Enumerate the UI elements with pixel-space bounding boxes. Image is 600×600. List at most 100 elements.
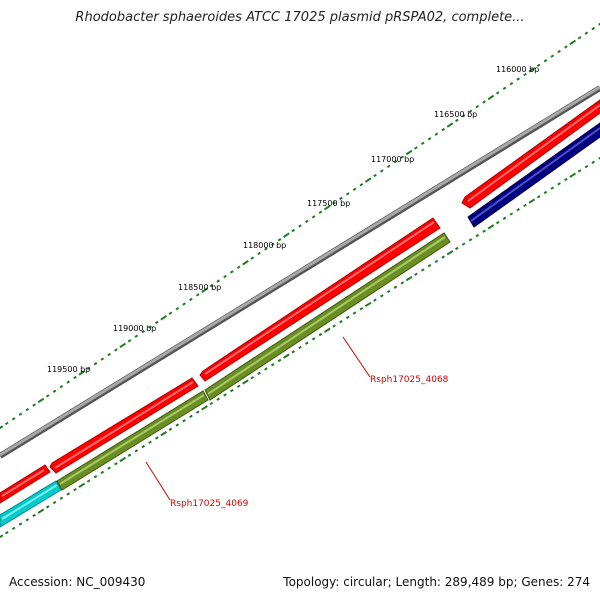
tick-mark — [160, 315, 167, 321]
tick-mark — [277, 358, 282, 363]
tick-mark — [461, 114, 466, 118]
tick-mark — [414, 272, 418, 276]
tick-mark — [107, 466, 111, 470]
reverse-cds-track — [0, 122, 600, 528]
tick-mark — [434, 132, 439, 136]
tick-mark — [93, 362, 98, 366]
tick-mark — [59, 496, 64, 500]
tick-mark — [107, 352, 111, 357]
gene-label-4068[interactable]: Rsph17025_4068 — [370, 375, 449, 385]
tick-mark — [557, 49, 561, 54]
inner-tick-ring — [0, 156, 600, 539]
tick-mark — [386, 289, 391, 294]
tick-mark — [127, 339, 132, 343]
tick-mark — [242, 379, 249, 385]
tick-mark — [468, 109, 473, 113]
tick-mark — [298, 224, 302, 228]
tick-mark — [405, 275, 413, 282]
tick-mark — [598, 22, 600, 26]
tick-mark — [32, 513, 36, 518]
tick-mark — [509, 82, 514, 86]
tick-mark — [569, 172, 577, 178]
tick-mark — [270, 363, 275, 367]
tick-mark — [209, 284, 214, 288]
tick-mark — [37, 508, 45, 514]
tick-mark — [446, 250, 454, 256]
tick-mark — [11, 417, 16, 421]
tick-mark — [134, 334, 139, 338]
tick-label-117000: 117000 bp — [371, 155, 414, 164]
tick-mark — [32, 403, 36, 407]
tick-label-119500: 119500 bp — [47, 365, 90, 374]
tick-mark — [591, 160, 595, 164]
tick-mark — [311, 215, 316, 219]
tick-mark — [577, 169, 582, 173]
tick-mark — [305, 341, 309, 345]
tick-mark — [264, 367, 268, 371]
tick-mark — [386, 164, 391, 168]
tick-mark — [134, 449, 139, 453]
gene-label-4069[interactable]: Rsph17025_4069 — [170, 499, 249, 509]
tick-label-119000: 119000 bp — [113, 324, 156, 333]
label-leader-4068 — [342, 336, 371, 378]
tick-mark — [127, 453, 132, 457]
tick-mark — [291, 350, 295, 354]
tick-mark — [323, 327, 331, 333]
tick-mark — [359, 183, 364, 187]
tick-mark — [223, 393, 227, 397]
tick-mark — [509, 212, 514, 216]
tick-mark — [516, 77, 520, 81]
tick-mark — [264, 247, 268, 251]
tick-mark — [277, 238, 282, 242]
tick-mark — [25, 407, 30, 412]
tick-mark — [160, 431, 167, 437]
tick-label-118500: 118500 bp — [178, 283, 221, 292]
tick-mark — [305, 219, 309, 224]
tick-mark — [364, 301, 372, 308]
tick-mark — [502, 216, 507, 220]
tick-mark — [427, 264, 432, 268]
tick-mark — [283, 353, 290, 359]
tick-mark — [584, 31, 589, 35]
tick-mark — [373, 173, 377, 178]
tick-mark — [86, 366, 91, 370]
tick-mark — [66, 492, 70, 496]
tick-mark — [569, 39, 577, 46]
tick-mark — [18, 522, 23, 526]
tick-mark — [201, 405, 208, 411]
tick-mark — [195, 293, 200, 297]
tick-mark — [148, 325, 152, 329]
tick-mark — [230, 270, 234, 274]
tick-mark — [420, 268, 425, 272]
tick-mark — [242, 260, 249, 266]
tick-mark — [223, 274, 227, 279]
tick-mark — [591, 26, 595, 31]
tick-mark — [141, 329, 145, 334]
tick-mark — [550, 186, 555, 190]
tick-mark — [380, 169, 384, 173]
genome-summary-text: Topology: circular; Length: 289,489 bp; … — [283, 575, 590, 589]
tick-mark — [93, 475, 98, 479]
tick-mark — [270, 242, 275, 247]
tick-mark — [364, 177, 372, 183]
tick-mark — [543, 190, 548, 195]
tick-mark — [380, 294, 384, 298]
tick-mark — [393, 160, 398, 164]
tick-mark — [168, 311, 173, 315]
tick-mark — [175, 306, 180, 311]
tick-mark — [487, 224, 495, 230]
tick-mark — [216, 397, 220, 401]
tick-mark — [119, 342, 127, 349]
tick-mark — [100, 470, 105, 475]
tick-mark — [318, 332, 323, 337]
tick-label-117500: 117500 bp — [307, 199, 350, 208]
tick-mark — [298, 345, 302, 350]
tick-mark — [78, 370, 86, 376]
tick-mark — [550, 54, 555, 58]
tick-mark — [250, 376, 255, 380]
tick-mark — [564, 177, 568, 182]
tick-mark — [345, 192, 350, 196]
tick-mark — [487, 94, 495, 101]
tick-mark — [405, 149, 413, 156]
